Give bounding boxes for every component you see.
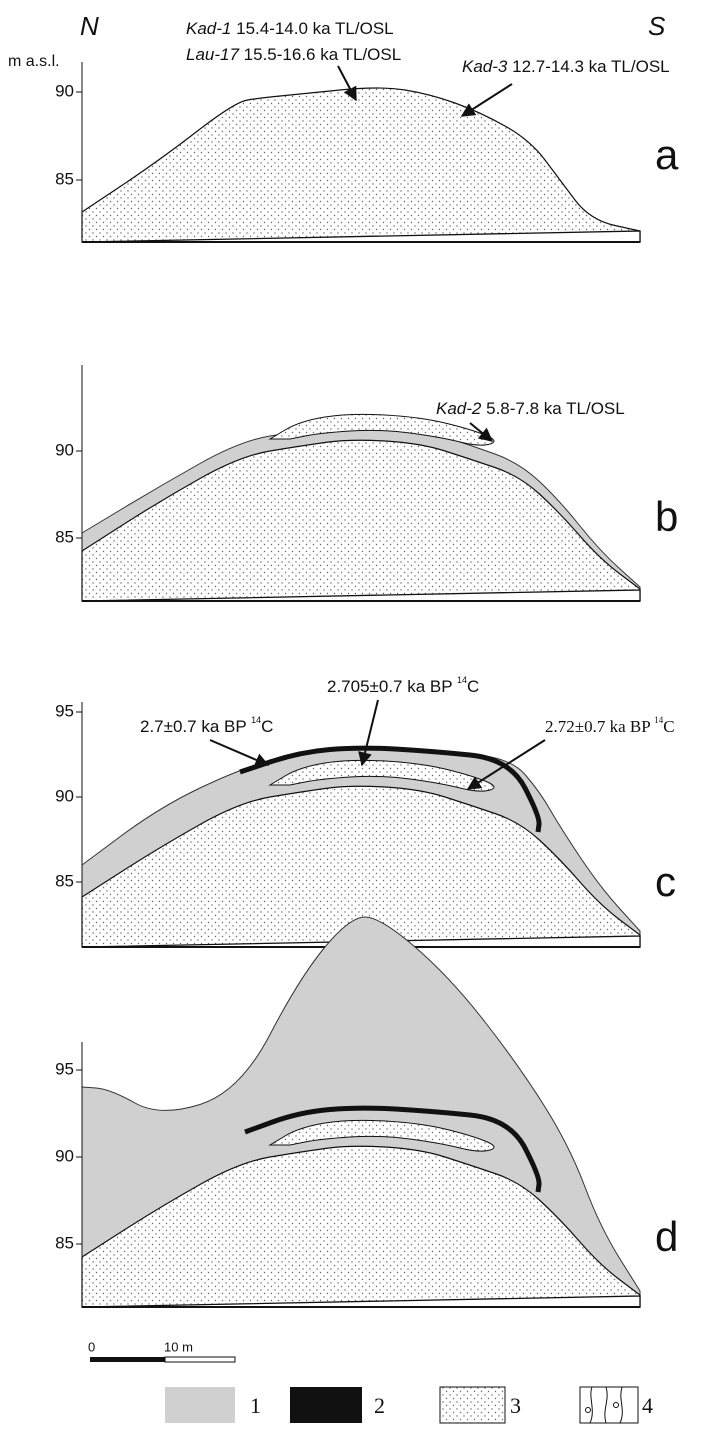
axis-label: m a.s.l. [8,53,60,70]
lens [268,759,495,792]
legend-swatch [290,1387,362,1423]
annotation: Kad-2 5.8-7.8 ka TL/OSL [436,399,625,418]
north-label: N [80,11,99,41]
tick-label: 90 [55,440,74,459]
legend-label: 2 [374,1393,385,1418]
tick-label: 85 [55,169,74,188]
tick-label: 90 [55,1146,74,1165]
tick-label: 95 [55,1059,74,1078]
legend-swatch [165,1387,235,1423]
tick-label: 90 [55,81,74,100]
arrow [337,65,357,102]
tick-label: 90 [55,786,74,805]
site: Lau-17 [186,45,239,64]
isotope: 14 [457,675,467,685]
date: 15.5-16.6 ka TL/OSL [244,45,402,64]
element: C [663,717,674,736]
tick-label: 95 [55,701,74,720]
date: 2.72±0.7 ka BP [545,717,650,736]
sand-layer [81,1145,641,1308]
black-layer [244,1105,542,1193]
scale-start: 0 [88,1339,95,1354]
annotation: 2.705±0.7 ka BP 14C [327,675,479,696]
element: C [467,677,479,696]
panel-label: c [655,858,676,905]
annotation: Kad-1 15.4-14.0 ka TL/OSL [186,19,394,38]
tick-label: 85 [55,527,74,546]
panel-label: a [655,131,679,178]
legend-label: 4 [642,1393,653,1418]
date: 12.7-14.3 ka TL/OSL [512,57,670,76]
tick-label: 85 [55,1233,74,1252]
arrow [466,739,546,790]
legend-swatch [439,1386,506,1424]
panel-label: b [655,493,678,540]
date: 2.705±0.7 ka BP [327,677,452,696]
arrow [209,739,270,767]
element: C [261,717,273,736]
annotation: Kad-3 12.7-14.3 ka TL/OSL [462,57,670,76]
sand-layer [81,87,641,243]
site: Kad-1 [186,19,231,38]
site: Kad-3 [462,57,508,76]
tick-label: 85 [55,871,74,890]
annotation: 2.72±0.7 ka BP 14C [545,715,675,736]
panel-label: d [655,1213,678,1260]
sand-layer [81,439,641,602]
scale-end: 10 m [164,1339,193,1354]
scale-bar [90,1357,165,1362]
sand-layer [81,785,641,948]
south-label: S [648,11,666,41]
lens [268,1119,495,1152]
arrow [469,422,494,442]
black-layer [239,745,542,833]
isotope: 14 [654,715,664,725]
legend-label: 1 [250,1393,261,1418]
annotation: Lau-17 15.5-16.6 ka TL/OSL [186,45,401,64]
arrow [460,83,513,117]
date: 15.4-14.0 ka TL/OSL [236,19,394,38]
legend-label: 3 [510,1393,521,1418]
date: 5.8-7.8 ka TL/OSL [486,399,625,418]
date: 2.7±0.7 ka BP [140,717,246,736]
site: Kad-2 [436,399,482,418]
annotation: 2.7±0.7 ka BP 14C [140,715,273,736]
arrow [358,699,379,767]
scale-bar [164,1356,236,1363]
isotope: 14 [251,715,261,725]
legend-swatch [579,1386,639,1424]
